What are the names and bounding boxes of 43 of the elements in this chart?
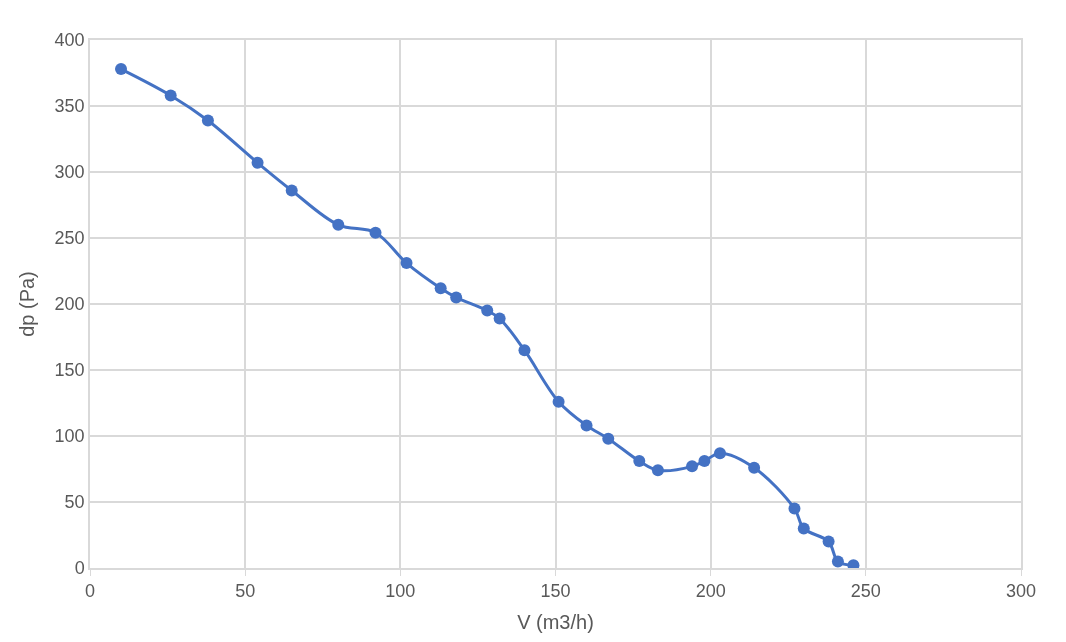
point: [822, 535, 835, 548]
point: [251, 156, 264, 169]
x-tick-label: 50: [235, 581, 256, 602]
point: [831, 555, 844, 568]
point: [713, 447, 726, 460]
point: [332, 218, 345, 231]
point: [481, 304, 494, 317]
x-tick-label: 150: [540, 581, 571, 602]
point: [788, 502, 801, 515]
x-axis-title: V (m3/h): [517, 611, 594, 634]
y-tick-label: 200: [54, 294, 85, 315]
point: [450, 291, 463, 304]
point: [201, 114, 214, 127]
x-tick-label: 100: [385, 581, 416, 602]
point: [552, 395, 565, 408]
y-tick-label: 0: [74, 558, 85, 579]
y-tick-label: 300: [54, 162, 85, 183]
point: [115, 63, 128, 76]
x-tick-label: 200: [695, 581, 726, 602]
point: [434, 282, 447, 295]
point: [651, 464, 664, 477]
point: [797, 522, 810, 535]
y-axis-title: dp (Pa): [15, 271, 38, 337]
point: [698, 455, 711, 468]
x-tick-label: 300: [1005, 581, 1037, 602]
y-tick-label: 50: [64, 492, 85, 513]
point: [164, 89, 177, 102]
point: [580, 419, 593, 432]
point: [686, 460, 699, 473]
y-tick-label: 250: [54, 228, 85, 249]
point: [285, 184, 298, 197]
point: [493, 312, 506, 325]
point: [369, 226, 382, 239]
point: [602, 432, 615, 445]
y-tick-label: 100: [54, 426, 85, 447]
x-tick-label: 250: [850, 581, 881, 602]
point: [633, 455, 646, 468]
y-tick-label: 400: [54, 30, 85, 51]
point: [400, 257, 413, 270]
y-tick-label: 350: [54, 96, 85, 117]
point: [518, 344, 531, 357]
y-tick-label: 150: [54, 360, 85, 381]
point: [748, 461, 761, 474]
